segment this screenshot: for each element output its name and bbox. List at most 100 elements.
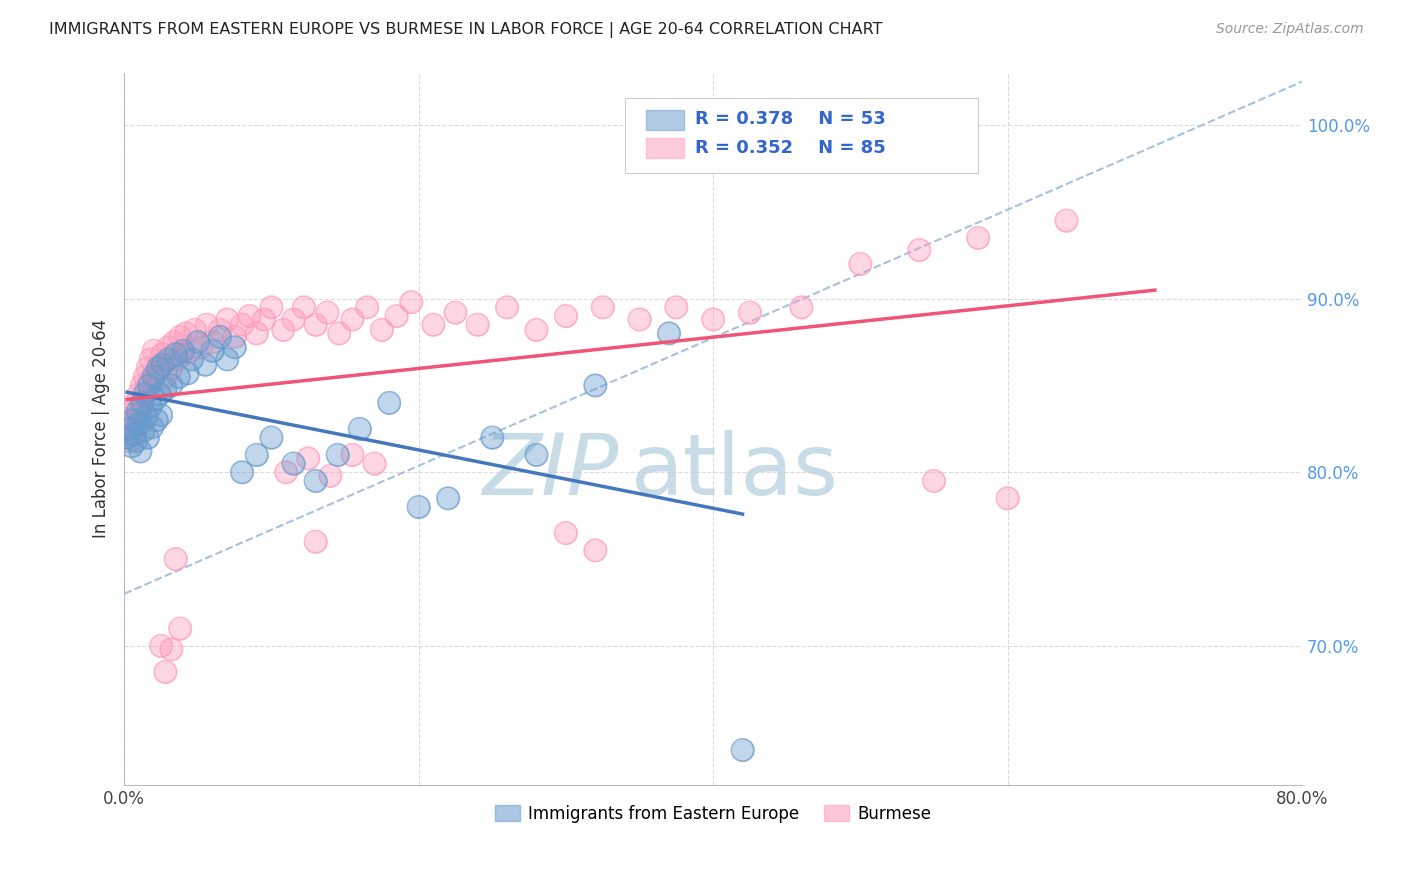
- Point: [238, 309, 260, 323]
- Point: [208, 330, 231, 344]
- Point: [371, 323, 394, 337]
- Point: [304, 318, 326, 332]
- Point: [150, 408, 173, 422]
- Point: [160, 642, 183, 657]
- Point: [738, 305, 761, 319]
- Point: [165, 347, 187, 361]
- Point: [190, 340, 212, 354]
- Point: [135, 409, 157, 424]
- Point: [283, 312, 305, 326]
- Point: [169, 330, 191, 344]
- Point: [121, 439, 143, 453]
- Point: [444, 305, 467, 319]
- Point: [131, 378, 153, 392]
- Point: [217, 312, 239, 326]
- Text: R = 0.352    N = 85: R = 0.352 N = 85: [696, 139, 886, 157]
- Point: [143, 392, 166, 407]
- Point: [349, 422, 371, 436]
- Point: [134, 369, 156, 384]
- Point: [253, 312, 276, 326]
- Point: [246, 326, 269, 341]
- Point: [134, 387, 156, 401]
- Point: [496, 301, 519, 315]
- Legend: Immigrants from Eastern Europe, Burmese: Immigrants from Eastern Europe, Burmese: [488, 798, 938, 830]
- Point: [150, 408, 173, 422]
- Point: [922, 474, 945, 488]
- Point: [356, 301, 378, 315]
- Point: [326, 448, 349, 462]
- Point: [224, 340, 246, 354]
- Point: [131, 396, 153, 410]
- Point: [371, 323, 394, 337]
- Point: [142, 369, 165, 384]
- Point: [208, 330, 231, 344]
- Point: [849, 257, 872, 271]
- Point: [1056, 213, 1078, 227]
- Point: [181, 352, 204, 367]
- Point: [128, 417, 150, 431]
- Point: [132, 424, 155, 438]
- Point: [132, 392, 155, 407]
- Point: [134, 387, 156, 401]
- Point: [131, 396, 153, 410]
- Point: [583, 543, 606, 558]
- Point: [187, 334, 209, 349]
- Point: [790, 301, 813, 315]
- Point: [129, 444, 152, 458]
- Point: [908, 243, 931, 257]
- Point: [157, 352, 180, 367]
- Point: [849, 257, 872, 271]
- Point: [172, 347, 194, 361]
- Point: [138, 378, 160, 392]
- Point: [132, 392, 155, 407]
- Point: [121, 427, 143, 442]
- Point: [167, 369, 190, 384]
- Point: [217, 352, 239, 367]
- Point: [246, 448, 269, 462]
- Point: [401, 295, 423, 310]
- Point: [128, 417, 150, 431]
- Point: [135, 409, 157, 424]
- Point: [201, 343, 224, 358]
- Point: [117, 434, 139, 448]
- Point: [583, 543, 606, 558]
- Point: [997, 491, 1019, 506]
- Point: [145, 413, 167, 427]
- Point: [127, 409, 149, 424]
- Point: [1056, 213, 1078, 227]
- Point: [172, 343, 194, 358]
- Point: [152, 347, 174, 361]
- Point: [135, 382, 157, 396]
- Point: [127, 409, 149, 424]
- Point: [554, 526, 576, 541]
- FancyBboxPatch shape: [645, 110, 683, 130]
- Point: [160, 361, 183, 376]
- Point: [155, 665, 177, 679]
- Point: [155, 665, 177, 679]
- Point: [283, 312, 305, 326]
- Point: [526, 323, 548, 337]
- Point: [167, 369, 190, 384]
- Point: [283, 457, 305, 471]
- Point: [152, 358, 174, 372]
- Point: [152, 358, 174, 372]
- Point: [145, 365, 167, 379]
- Point: [385, 309, 408, 323]
- Point: [583, 378, 606, 392]
- Point: [124, 427, 146, 442]
- Point: [117, 434, 139, 448]
- Point: [122, 413, 145, 427]
- Point: [342, 448, 364, 462]
- Point: [146, 361, 169, 376]
- Point: [122, 404, 145, 418]
- Point: [125, 434, 148, 448]
- Point: [271, 323, 294, 337]
- Point: [190, 340, 212, 354]
- Point: [187, 334, 209, 349]
- Point: [195, 318, 218, 332]
- Point: [583, 378, 606, 392]
- Point: [138, 375, 160, 389]
- Point: [276, 465, 298, 479]
- Point: [231, 465, 253, 479]
- Point: [260, 301, 283, 315]
